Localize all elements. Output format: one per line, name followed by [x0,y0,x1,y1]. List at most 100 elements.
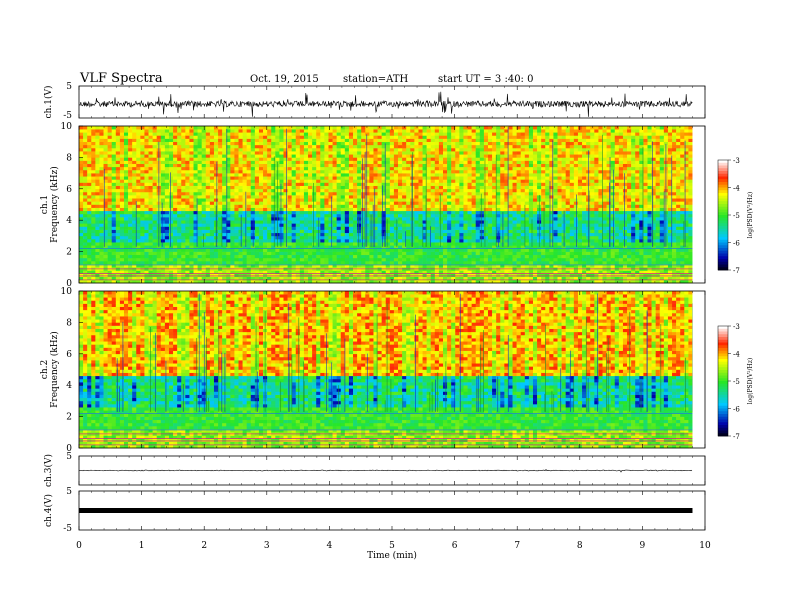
ch1-spectrogram-cell [353,163,358,168]
ch1-spectrogram-cell [320,207,325,212]
ch1-spectrogram-cell [320,235,325,240]
ch1-spectrogram-cell [369,185,374,190]
ch1-spectrogram-cell [393,138,399,142]
ch1-spectrogram-cell [283,198,288,202]
ch1-spectrogram-cell [422,126,427,130]
ch1-spectrogram-cell [344,210,350,215]
ch1-spectrogram-cell [271,147,276,152]
ch1-spectrogram-cell [91,138,96,142]
ch1-spectrogram-cell [299,248,305,252]
ch1-spectrogram-cell [193,138,198,142]
ch1-spectrogram-cell [369,176,374,180]
ch1-spectrogram-cell [185,135,190,139]
ch1-spectrogram-cell [434,248,440,252]
ch1-spectrogram-cell [226,160,231,164]
ch1-spectrogram-cell [230,129,235,133]
ch1-spectrogram-cell [83,251,88,256]
ch1-spectrogram-cell [344,144,350,149]
ch1-spectrogram-cell [369,248,374,252]
ch1-spectrogram-cell [258,201,264,205]
ch1-spectrogram-cell [434,251,440,256]
ch1-spectrogram-cell [353,132,358,136]
ch1-spectrogram-cell [459,157,464,161]
ch1-spectrogram-cell [393,248,399,252]
ch1-spectrogram-cell [443,207,448,212]
ch1-spectrogram-cell [467,220,472,224]
ch1-spectrogram-cell [434,179,440,183]
ch1-spectrogram-cell [263,126,268,130]
ch1-spectrogram-cell [230,213,235,218]
ch1-spectrogram-cell [328,261,333,265]
ch1-spectrogram-cell [291,261,297,265]
ch1-spectrogram-cell [287,166,292,171]
ch1-spectrogram-cell [205,169,211,174]
ch1-spectrogram-cell [340,151,346,155]
ch1-spectrogram-cell [389,201,395,205]
ch1-spectrogram-cell [443,242,448,246]
ch1-spectrogram-cell [295,257,301,262]
ch1-spectrogram-cell [140,182,145,186]
ch1-spectrogram-cell [136,154,141,158]
ch1-spectrogram-cell [361,185,366,190]
ch1-spectrogram-cell [83,264,88,268]
ch1-spectrogram-cell [398,163,403,168]
ch1-spectrogram-cell [197,138,202,142]
ch1-spectrogram-cell [459,185,464,190]
ch1-spectrogram-cell [218,248,223,252]
ch1-spectrogram-cell [91,176,96,180]
ch1-spectrogram-cell [111,129,117,133]
ch1-spectrogram-cell [160,195,166,199]
ch1-spectrogram-cell [291,195,297,199]
ch1-spectrogram-cell [308,232,313,237]
ch1-spectrogram-cell [279,141,284,146]
ch1-spectrogram-cell [193,160,198,164]
ch1-spectrogram-cell [156,129,162,133]
ch1-spectrogram-cell [205,226,211,230]
ch1-spectrogram-cell [205,144,211,149]
ch1-spectrogram-cell [173,226,178,230]
ch1-spectrogram-cell [348,251,354,256]
ch1-spectrogram-cell [471,185,477,190]
ch1-spectrogram-cell [181,217,186,221]
ch1-spectrogram-cell [156,279,162,284]
ch1-spectrogram-cell [291,198,297,202]
ch1-spectrogram-cell [119,226,125,230]
ch1-spectrogram-cell [238,147,243,152]
ch1-spectrogram-cell [87,276,92,281]
ch1-spectrogram-cell [287,261,292,265]
ch1-spectrogram-cell [271,242,276,246]
ch1-spectrogram-cell [123,273,129,278]
ch1-spectrogram-cell [271,226,276,230]
ch1-spectrogram-cell [377,251,382,256]
ch1-spectrogram-cell [205,264,211,268]
ch1-spectrogram-cell [328,195,333,199]
ch1-spectrogram-cell [361,220,366,224]
ch1-spectrogram-cell [434,191,440,196]
ch1-spectrogram-cell [185,126,190,130]
ch1-spectrogram-cell [471,188,477,193]
ch1-spectrogram-cell [393,151,399,155]
ch1-spectrogram-cell [393,273,399,278]
ch1-spectrogram-cell [418,245,423,249]
ch1-spectrogram-cell [312,173,317,177]
ch1-spectrogram-cell [226,254,231,259]
ch1-spectrogram-cell [365,273,370,278]
ch1-spectrogram-cell [123,129,129,133]
ch1-spectrogram-cell [222,207,227,212]
ch1-spectrogram-cell [340,135,346,139]
ch1-spectrogram-cell [132,154,137,158]
ch1-spectrogram-cell [213,135,219,139]
ch1-spectrogram-cell [177,176,182,180]
ch1-spectrogram-cell [291,138,297,142]
ch1-spectrogram-cell [87,232,92,237]
ch1-spectrogram-cell [160,213,166,218]
ch1-spectrogram-cell [168,207,174,212]
ch1-spectrogram-cell [230,160,235,164]
ch1-spectrogram-cell [312,154,317,158]
ch1-spectrogram-cell [271,273,276,278]
ch1-spectrogram-cell [308,204,313,208]
ch1-spectrogram-cell [353,261,358,265]
ch1-spectrogram-cell [353,279,358,284]
ch1-spectrogram-cell [353,217,358,221]
ch1-spectrogram-cell [156,254,162,259]
